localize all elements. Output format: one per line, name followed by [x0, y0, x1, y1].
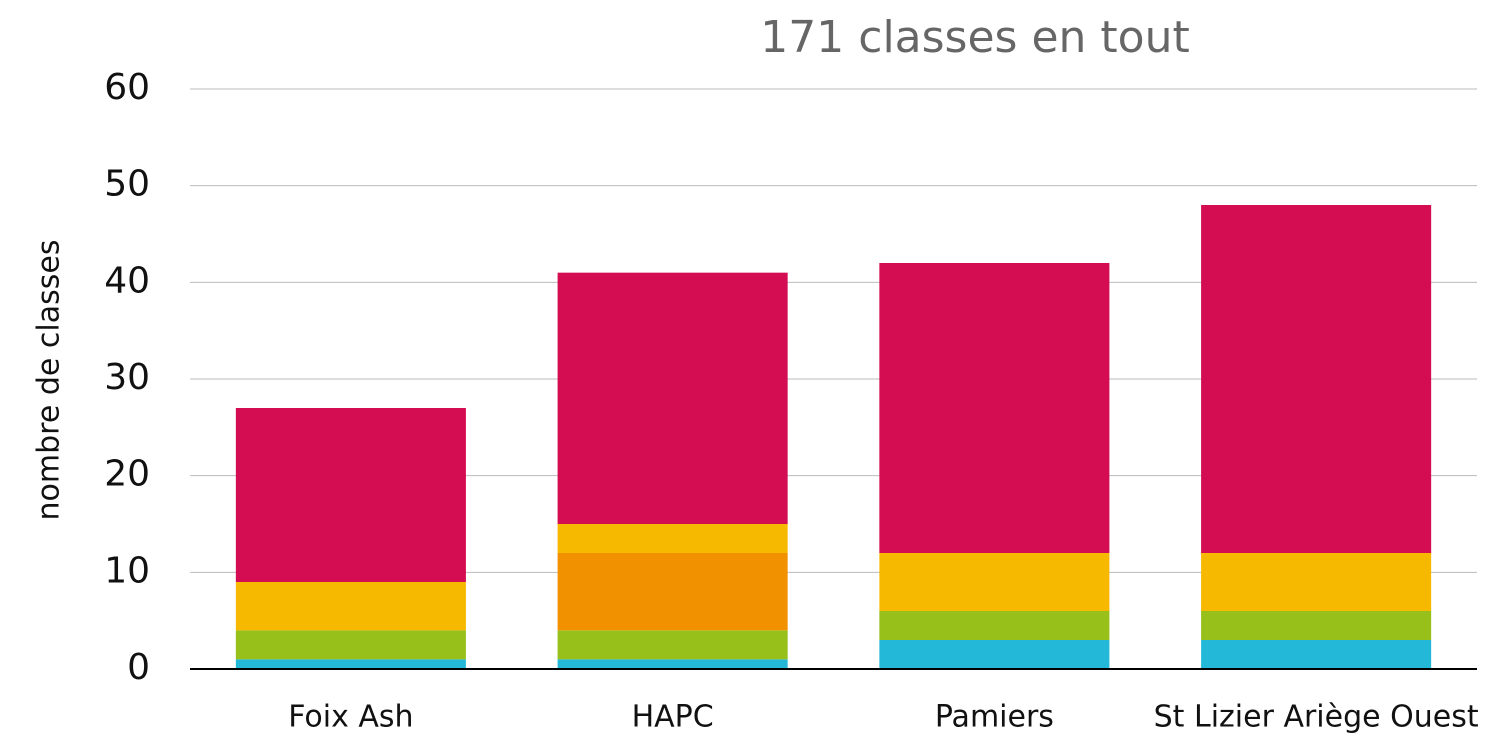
bar-segment — [235, 630, 466, 660]
bar-segment — [1201, 640, 1432, 669]
bar-segment — [879, 640, 1110, 669]
y-tick-label: 40 — [104, 260, 150, 301]
y-tick-label: 0 — [127, 647, 150, 688]
bar-segment — [235, 408, 466, 582]
y-axis-label: nombre de classes — [32, 240, 67, 521]
bar-segment — [557, 659, 788, 669]
bar-segment — [879, 263, 1110, 553]
x-tick-label: St Lizier Ariège Ouest — [1154, 700, 1479, 735]
bar-segment — [557, 553, 788, 631]
y-tick-label: 10 — [104, 550, 150, 591]
y-tick-label: 60 — [104, 67, 150, 108]
bar-segment — [879, 553, 1110, 611]
bar-segment — [1201, 553, 1432, 611]
x-tick-label: Foix Ash — [288, 700, 413, 735]
y-tick-label: 20 — [104, 454, 150, 495]
bar-segment — [879, 611, 1110, 640]
bar-segment — [235, 582, 466, 631]
bar-segment — [557, 630, 788, 660]
y-tick-label: 50 — [104, 164, 150, 205]
bar-segment — [235, 659, 466, 669]
bar-segment — [1201, 205, 1432, 553]
x-tick-label: HAPC — [632, 700, 714, 735]
bar-segment — [557, 524, 788, 553]
y-tick-label: 30 — [104, 357, 150, 398]
x-tick-label: Pamiers — [935, 700, 1054, 735]
chart-title: 171 classes en tout — [760, 12, 1189, 63]
bar-segment — [557, 272, 788, 524]
bar-segment — [1201, 611, 1432, 640]
